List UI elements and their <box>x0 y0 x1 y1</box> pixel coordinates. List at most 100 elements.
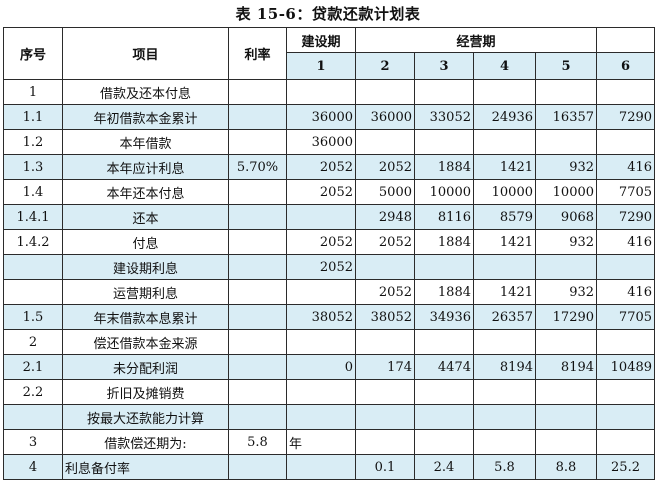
row-value-year-3: 2.4 <box>414 454 474 480</box>
row-value-year-2: 38052 <box>355 304 415 330</box>
row-value-year-6: 7705 <box>596 179 656 205</box>
row-value-year-3: 1884 <box>414 229 474 255</box>
row-value-year-6: 7290 <box>596 204 656 230</box>
row-value-year-4: 1421 <box>473 229 536 255</box>
table-body: 1 借款及还本付息 1.1 年初借款本金累计 36000 36000 33052 24936 1… <box>3 79 656 480</box>
table-row: 1.4 本年还本付息 2052 5000 10000 10000 10000 7705 <box>3 179 656 205</box>
row-value-year-1 <box>286 204 356 230</box>
row-value-year-4: 24936 <box>473 104 536 130</box>
row-value-year-1 <box>286 79 356 105</box>
row-value-year-5 <box>534 79 598 105</box>
table-row: 1.4.2 付息 2052 2052 1884 1421 932 416 <box>3 229 656 255</box>
row-seq <box>3 279 63 305</box>
row-rate <box>228 454 287 480</box>
table-row: 1.2 本年借款 36000 <box>3 129 656 155</box>
header-year-1: 1 <box>286 52 356 80</box>
row-rate: 5.70% <box>228 154 287 180</box>
row-value-year-5 <box>534 429 598 455</box>
row-value-year-1: 36000 <box>286 129 356 155</box>
row-value-year-2: 5000 <box>355 179 415 205</box>
row-item: 运营期利息 <box>62 279 229 305</box>
header-construction-period: 建设期 <box>286 27 356 53</box>
row-value-year-4: 1421 <box>473 154 536 180</box>
row-item: 借款偿还期为: <box>62 429 229 455</box>
header-year-2: 2 <box>355 52 415 80</box>
table-row: 1.1 年初借款本金累计 36000 36000 33052 24936 16357 7290 <box>3 104 656 130</box>
row-value-year-1 <box>286 404 356 430</box>
row-value-year-6 <box>596 404 656 430</box>
row-rate <box>228 79 287 105</box>
header-item: 项目 <box>62 27 229 80</box>
row-value-year-1: 0 <box>286 354 356 380</box>
row-value-year-4: 8579 <box>473 204 536 230</box>
row-value-year-3 <box>414 129 474 155</box>
row-value-year-1: 2052 <box>286 254 356 280</box>
row-seq: 3 <box>3 429 63 455</box>
header-year-5: 5 <box>534 52 598 80</box>
row-item: 还本 <box>62 204 229 230</box>
row-seq: 1.5 <box>3 304 63 330</box>
table-row: 2.2 折旧及摊销费 <box>3 379 656 405</box>
row-value-year-6 <box>596 429 656 455</box>
row-value-year-2: 2052 <box>355 279 415 305</box>
row-value-year-4 <box>473 429 536 455</box>
row-value-year-5: 17290 <box>534 304 598 330</box>
row-value-year-6 <box>596 79 656 105</box>
row-value-year-6: 25.2 <box>596 454 656 480</box>
row-value-year-6 <box>596 129 656 155</box>
row-seq: 2 <box>3 329 63 355</box>
row-value-year-6: 10489 <box>596 354 656 380</box>
row-value-year-6: 416 <box>596 154 656 180</box>
row-seq: 4 <box>3 454 63 480</box>
table-row: 1.3 本年应计利息 5.70% 2052 2052 1884 1421 932 416 <box>3 154 656 180</box>
row-value-year-6 <box>596 254 656 280</box>
table-row: 4 利息备付率 0.1 2.4 5.8 8.8 25.2 <box>3 454 656 480</box>
row-value-year-2: 2052 <box>355 154 415 180</box>
row-value-year-5: 932 <box>534 229 598 255</box>
row-value-year-3: 10000 <box>414 179 474 205</box>
row-value-year-6: 416 <box>596 279 656 305</box>
row-value-year-2: 0.1 <box>355 454 415 480</box>
row-value-year-3: 34936 <box>414 304 474 330</box>
row-value-year-1 <box>286 454 356 480</box>
row-item: 按最大还款能力计算 <box>62 404 229 430</box>
row-value-year-5: 10000 <box>534 179 598 205</box>
row-item: 借款及还本付息 <box>62 79 229 105</box>
row-item: 建设期利息 <box>62 254 229 280</box>
row-value-year-5: 932 <box>534 154 598 180</box>
row-value-year-2 <box>355 329 415 355</box>
row-value-year-4 <box>473 404 536 430</box>
row-rate <box>228 104 287 130</box>
row-value-year-1: 2052 <box>286 154 356 180</box>
row-value-year-2: 174 <box>355 354 415 380</box>
row-seq <box>3 404 63 430</box>
row-item: 本年应计利息 <box>62 154 229 180</box>
row-seq <box>3 254 63 280</box>
row-item: 偿还借款本金来源 <box>62 329 229 355</box>
row-value-year-2 <box>355 79 415 105</box>
row-value-year-4: 26357 <box>473 304 536 330</box>
row-rate <box>228 129 287 155</box>
row-value-year-5 <box>534 254 598 280</box>
row-value-year-4 <box>473 329 536 355</box>
row-value-year-3: 8116 <box>414 204 474 230</box>
row-value-year-3 <box>414 429 474 455</box>
row-rate <box>228 354 287 380</box>
header-year-6: 6 <box>596 52 656 80</box>
row-value-year-4 <box>473 379 536 405</box>
table-row: 1.4.1 还本 2948 8116 8579 9068 7290 <box>3 204 656 230</box>
row-value-year-3 <box>414 329 474 355</box>
row-value-year-2: 2948 <box>355 204 415 230</box>
row-seq: 1.4 <box>3 179 63 205</box>
header-year-3: 3 <box>414 52 474 80</box>
row-value-year-3: 4474 <box>414 354 474 380</box>
row-value-year-2 <box>355 429 415 455</box>
row-value-year-4: 8194 <box>473 354 536 380</box>
row-value-year-1: 38052 <box>286 304 356 330</box>
row-rate <box>228 329 287 355</box>
table-row: 3 借款偿还期为: 5.8 年 <box>3 429 656 455</box>
row-value-year-2 <box>355 129 415 155</box>
row-rate <box>228 279 287 305</box>
row-value-year-1: 2052 <box>286 179 356 205</box>
row-value-year-4 <box>473 129 536 155</box>
